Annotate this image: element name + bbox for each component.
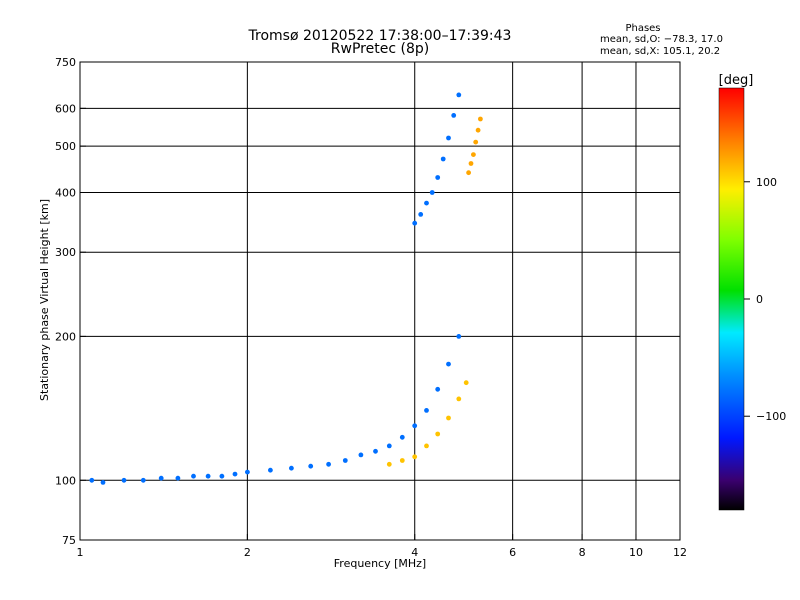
x-tick-label: 8 [579, 546, 586, 559]
data-point [435, 175, 441, 180]
data-point [429, 190, 435, 195]
data-point [175, 475, 181, 481]
data-point [424, 408, 429, 413]
data-point [158, 475, 164, 481]
data-points [89, 92, 483, 485]
x-tick-label: 6 [509, 546, 516, 559]
plot-frame [79, 61, 681, 541]
data-point [463, 380, 469, 386]
x-axis-label: Frequency [MHz] [334, 557, 426, 570]
colorbar-tick-label: 100 [756, 176, 777, 189]
data-point [424, 200, 429, 206]
y-tick-label: 300 [55, 246, 76, 259]
data-point [289, 465, 294, 471]
data-point [475, 127, 481, 133]
data-point [446, 361, 451, 367]
x-tick-label: 1 [77, 546, 84, 559]
y-tick-label: 750 [55, 56, 76, 69]
y-tick-label: 600 [55, 102, 76, 115]
data-point [386, 443, 392, 449]
data-point [478, 116, 483, 122]
data-point [471, 152, 476, 158]
data-point [100, 480, 106, 485]
data-point [308, 463, 314, 469]
data-point [456, 334, 462, 339]
colorbar-tick-label: −100 [756, 410, 786, 423]
data-point [342, 458, 348, 463]
data-point [89, 477, 95, 483]
y-axis-label: Stationary phase Virtual Height [km] [38, 199, 51, 401]
data-point [326, 461, 331, 467]
data-point [140, 477, 146, 483]
data-point [466, 170, 471, 176]
data-point [418, 212, 424, 217]
x-tick-label: 4 [411, 546, 418, 559]
data-point [424, 443, 429, 449]
data-point [451, 113, 457, 118]
stats-heading: Phases [625, 23, 660, 34]
data-point [245, 469, 250, 475]
data-point [473, 139, 479, 145]
colorbar-label: [deg] [719, 73, 754, 88]
chart-subtitle: RwPretec (8p) [331, 41, 429, 57]
data-point [358, 452, 364, 458]
data-point [232, 471, 238, 477]
data-point [435, 431, 441, 437]
x-tick-label: 2 [244, 546, 251, 559]
data-point [399, 434, 405, 440]
data-point [191, 473, 196, 479]
x-tick-label: 12 [673, 546, 687, 559]
data-point [386, 461, 392, 467]
y-tick-label: 200 [55, 330, 76, 343]
stats-o-mode: mean, sd,O: −78.3, 17.0 [600, 34, 723, 45]
data-point [373, 448, 378, 454]
data-point [412, 220, 418, 226]
data-point [412, 454, 418, 460]
data-point [468, 161, 474, 166]
stats-x-mode: mean, sd,X: 105.1, 20.2 [600, 46, 720, 57]
data-point [205, 473, 211, 479]
data-point [219, 473, 225, 479]
data-point [399, 458, 405, 463]
x-tick-label: 10 [629, 546, 643, 559]
data-point [121, 477, 127, 483]
y-tick-label: 100 [55, 474, 76, 487]
data-point [446, 415, 451, 421]
colorbar [718, 87, 745, 511]
y-tick-label: 75 [62, 534, 76, 547]
y-tick-label: 400 [55, 186, 76, 199]
data-point [446, 135, 451, 141]
data-point [456, 396, 462, 402]
data-point [440, 156, 446, 162]
data-point [456, 92, 462, 98]
y-tick-label: 500 [55, 140, 76, 153]
data-point [268, 467, 273, 473]
data-point [435, 386, 441, 392]
grid [80, 62, 680, 540]
colorbar-ticks: 100 0 −100 [744, 176, 786, 423]
colorbar-tick-label: 0 [756, 293, 763, 306]
chart-title: Tromsø 20120522 17:38:00–17:39:43 [248, 28, 512, 44]
data-point [412, 423, 418, 429]
